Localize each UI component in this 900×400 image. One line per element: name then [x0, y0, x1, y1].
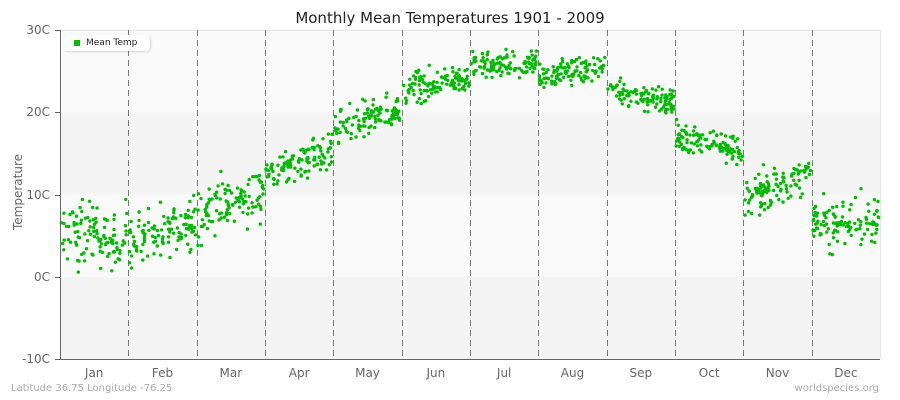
x-tick-apr: Apr	[288, 366, 310, 380]
x-tick-oct: Oct	[698, 366, 720, 380]
x-tick-jun: Jun	[426, 366, 446, 380]
y-tick-0: 0C	[33, 270, 50, 284]
x-tick-dec: Dec	[834, 366, 858, 380]
x-tick-feb: Feb	[151, 366, 174, 380]
legend-label-mean-temp: Mean Temp	[86, 38, 138, 48]
x-tick-nov: Nov	[765, 366, 790, 380]
x-tick-jul: Jul	[496, 366, 512, 380]
source-caption: worldspecies.org	[794, 383, 879, 394]
x-tick-jan: Jan	[84, 366, 104, 380]
y-tick-30: 30C	[26, 23, 50, 37]
x-tick-may: May	[355, 366, 380, 380]
chart-title: Monthly Mean Temperatures 1901 - 2009	[295, 9, 605, 27]
y-tick-10: 10C	[26, 188, 50, 202]
x-tick-sep: Sep	[629, 366, 653, 380]
location-caption: Latitude 36.75 Longitude -76.25	[11, 383, 173, 394]
y-tick-20: 20C	[26, 105, 50, 119]
x-tick-mar: Mar	[219, 366, 243, 380]
y-tick-neg10: -10C	[22, 352, 50, 366]
legend-swatch-mean-temp	[74, 40, 80, 46]
x-tick-aug: Aug	[560, 366, 585, 380]
legend: Mean Temp	[64, 35, 150, 51]
